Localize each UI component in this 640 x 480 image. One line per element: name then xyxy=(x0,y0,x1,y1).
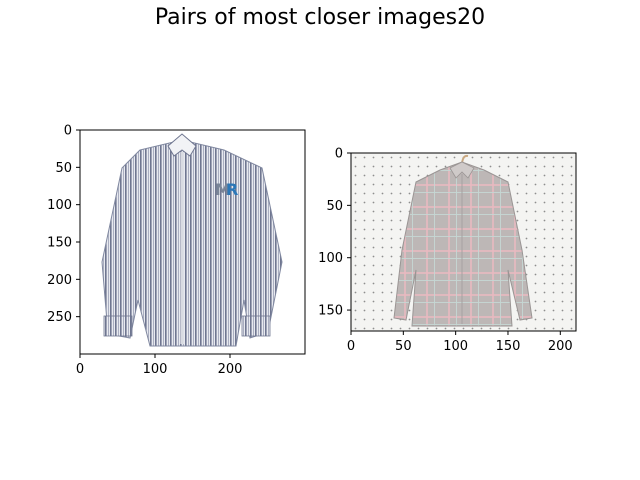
y-tick-label: 100 xyxy=(47,198,72,213)
x-tick-label: 150 xyxy=(496,339,521,354)
y-tick-label: 0 xyxy=(64,124,72,139)
axes-1: 0 100 200 0 50 100 150 200 250 xyxy=(47,124,306,377)
svg-text:R: R xyxy=(226,180,238,199)
image-panel-left: M R xyxy=(80,130,305,354)
mr-logo: M R xyxy=(215,180,238,199)
y-tick-label: 150 xyxy=(47,236,72,251)
axes-2: 0 50 100 150 200 0 50 100 150 xyxy=(318,147,577,354)
y-tick-label: 150 xyxy=(318,304,343,319)
axes-frame xyxy=(350,152,577,332)
y-tick-label: 200 xyxy=(47,273,72,288)
y-tick-label: 0 xyxy=(335,147,343,162)
plaid-shirt-image xyxy=(393,154,533,327)
y-tick-label: 50 xyxy=(326,199,343,214)
image-panel-right xyxy=(351,153,576,331)
y-tick-label: 250 xyxy=(47,310,72,325)
x-tick-label: 0 xyxy=(347,339,355,354)
y-tick-label: 50 xyxy=(55,161,72,176)
x-tick-label: 200 xyxy=(218,362,243,377)
x-tick-label: 50 xyxy=(395,339,412,354)
svg-text:M: M xyxy=(215,180,231,199)
striped-shirt-image: M R xyxy=(101,133,283,347)
x-tick-label: 100 xyxy=(143,362,168,377)
y-tick-label: 100 xyxy=(318,251,343,266)
x-tick-label: 200 xyxy=(548,339,573,354)
figure-title: Pairs of most closer images20 xyxy=(154,5,486,30)
x-tick-label: 100 xyxy=(443,339,468,354)
x-tick-label: 0 xyxy=(76,362,84,377)
